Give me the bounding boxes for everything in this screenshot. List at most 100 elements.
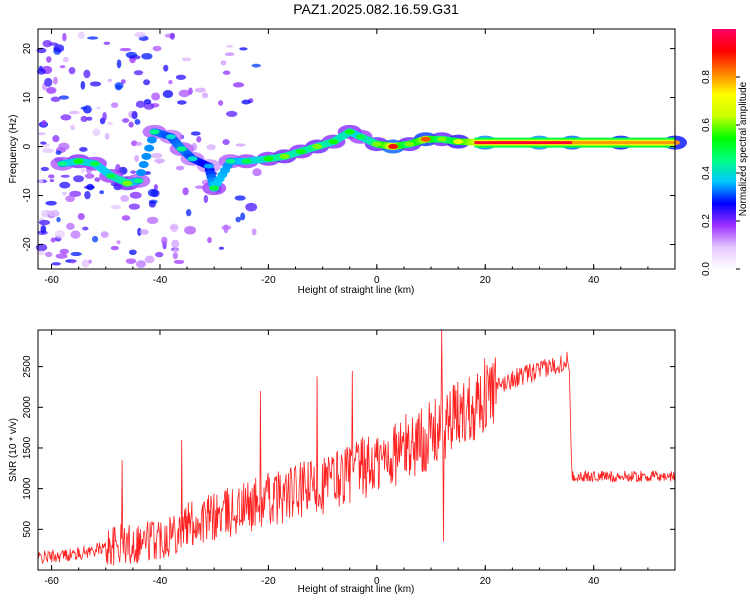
spectrogram-noise-blob (59, 65, 66, 69)
spectrogram-noise-blob (60, 114, 72, 121)
spectrogram-noise-blob (111, 204, 122, 210)
spectrogram-noise-blob (220, 60, 227, 66)
spectrogram-ridge-peak (241, 158, 252, 164)
spectrogram-noise-blob (131, 111, 138, 120)
spectrogram-noise-blob (99, 190, 105, 195)
spectrogram-noise-blob (66, 222, 75, 230)
spectrogram-noise-blob (104, 132, 110, 140)
spectrogram-noise-blob (38, 219, 51, 226)
spectrogram-ridge-peak (187, 156, 198, 162)
spectrogram-noise-blob (42, 39, 53, 48)
spectrogram-noise-blob (86, 116, 93, 121)
spectrogram-noise-blob (79, 146, 88, 152)
spectrogram-noise-blob (128, 121, 134, 128)
spectrogram-noise-blob (58, 95, 69, 100)
spectrogram-noise-blob (107, 121, 113, 126)
spectrogram-ridge-cell (141, 152, 152, 160)
spectrogram-band-core-right (571, 141, 675, 145)
spectrogram-noise-blob (143, 102, 155, 110)
spectrogram-noise-blob (37, 132, 46, 136)
spectrogram-noise-blob (41, 119, 47, 126)
spectrogram-noise-blob (82, 226, 89, 231)
spectrogram-noise-blob (102, 112, 107, 121)
spectrogram-noise-blob (241, 99, 251, 105)
spectrogram-noise-blob (40, 225, 47, 234)
spectrogram-noise-blob (96, 106, 101, 110)
spectrogram-noise-blob (116, 240, 121, 245)
spectrogram-noise-blob (137, 227, 142, 236)
spectrogram-noise-blob (139, 229, 149, 235)
spectrogram-noise-blob (87, 36, 99, 40)
spectrogram-noise-blob (83, 69, 91, 79)
spectrogram-noise-blob (110, 245, 119, 251)
spectrogram-noise-blob (46, 86, 57, 94)
snr-x-tick-label: 0 (374, 576, 380, 587)
spectrogram-noise-blob (194, 185, 205, 189)
spectrogram-noise-blob (168, 79, 173, 85)
spectrogram-noise-blob (234, 195, 246, 201)
spectrogram-noise-blob (38, 179, 44, 184)
spectrogram-noise-blob (110, 102, 119, 108)
spectrogram-noise-blob (251, 63, 261, 68)
spectrogram-noise-blob (84, 191, 91, 200)
spectrogram-noise-blob (36, 47, 47, 54)
spectrogram-noise-blob (73, 175, 85, 183)
colorbar-ticks: 0.0 0.2 0.4 0.6 0.8 (701, 70, 740, 276)
snr-y-tick-label: 500 (22, 521, 33, 538)
spectrogram-x-ticks: -60 -40 -20 0 20 40 (44, 29, 676, 286)
spectrogram-noise-blob (103, 41, 111, 45)
spectrogram-noise-blob (80, 106, 88, 110)
spectrogram-noise-blob (55, 253, 68, 259)
spectrogram-y-ticks: -20 -10 0 10 20 (22, 43, 675, 252)
spectrogram-noise-blob (148, 200, 156, 208)
spectrogram-noise-blob (59, 181, 71, 189)
spectrogram-noise-blob (129, 191, 142, 199)
spectrogram-noise-blob (135, 141, 143, 146)
colorbar-tick-label: 0.4 (701, 166, 712, 180)
spectrogram-noise-blob (184, 225, 196, 235)
spectrogram-noise-blob (125, 51, 138, 59)
spectrogram-noise-blob (207, 236, 212, 244)
spectrogram-noise-blob (151, 152, 163, 159)
snr-x-tick-label: -20 (261, 576, 276, 587)
spectrogram-noise-blob (245, 202, 258, 212)
spectrogram-noise-blob (128, 203, 140, 210)
spectrogram-ridge-peak (328, 139, 339, 145)
spectrogram-x-tick-label: 20 (480, 275, 492, 286)
spectrogram-noise-blob (35, 243, 48, 252)
snr-y-tick-label: 1500 (22, 436, 33, 459)
spectrogram-ridge-peak (165, 134, 176, 140)
spectrogram-noise-blob (80, 115, 88, 122)
spectrogram-noise-blob (77, 31, 85, 40)
spectrogram-noise-blob (100, 231, 109, 238)
spectrogram-noise-blob (81, 259, 90, 268)
spectrogram-noise-blob (70, 124, 75, 131)
snr-frame (37, 329, 676, 571)
spectrogram-noise-blob (51, 262, 61, 266)
spectrogram-noise-blob (222, 70, 231, 75)
spectrogram-noise-blob (173, 259, 185, 264)
spectrogram-ridge-peak (263, 156, 274, 162)
spectrogram-noise-blob (235, 143, 246, 147)
spectrogram-noise-blob (218, 100, 224, 106)
spectrogram-noise-blob (125, 258, 137, 264)
spectrogram-noise-blob (162, 90, 174, 99)
spectrogram-noise-blob (156, 159, 162, 165)
spectrogram-noise-blob (58, 142, 70, 151)
spectrogram-ridge-cell (138, 161, 149, 169)
colorbar-tick-label: 0.2 (701, 214, 712, 228)
spectrogram-y-tick-label: -20 (22, 237, 33, 252)
spectrogram-noise-blob (115, 84, 122, 91)
spectrogram-noise-blob (128, 249, 137, 256)
spectrogram-ridge-peak (57, 161, 68, 167)
snr-y-tick-label: 1000 (22, 477, 33, 500)
spectrogram-y-label: Frequency (Hz) (8, 115, 19, 184)
spectrogram-ridge-peak (89, 161, 100, 167)
snr-x-ticks: -60 -40 -20 0 20 40 (44, 330, 676, 587)
snr-x-tick-label: -60 (44, 576, 59, 587)
snr-panel: -60 -40 -20 0 20 40 500 1000 1500 2000 2500 Heigh… (8, 329, 676, 595)
spectrogram-noise-blob (119, 47, 132, 52)
spectrogram-noise-blob (143, 79, 151, 86)
spectrogram-ridge-cell (136, 169, 147, 177)
